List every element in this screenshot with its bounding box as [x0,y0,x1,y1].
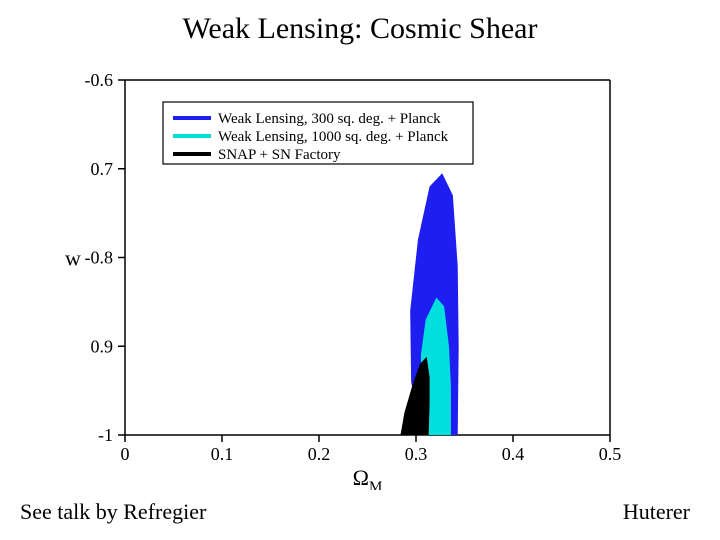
slide-root: Weak Lensing: Cosmic Shear 0 0.1 0.2 0.3 0.4… [0,0,720,540]
legend-label: Weak Lensing, 300 sq. deg. + Planck [218,111,441,127]
y-tick-label: 0.7 [91,159,114,179]
slide-title: Weak Lensing: Cosmic Shear [0,12,720,46]
y-tick-label: -0.8 [85,248,114,268]
x-tick-label: 0.3 [405,444,428,464]
y-tick-label: 0.9 [91,336,114,356]
x-tick-label: 0.2 [308,444,331,464]
x-tick-label: 0.5 [599,444,622,464]
legend-label: Weak Lensing, 1000 sq. deg. + Planck [218,129,449,145]
x-tick-label: 0.1 [211,444,234,464]
x-tick-label: 0.4 [502,444,525,464]
x-axis-label: ΩM [353,465,383,490]
x-tick-label: 0 [121,444,130,464]
y-axis-label: w [65,246,81,271]
footer-left-text: See talk by Refregier [20,499,206,525]
y-tick-label: -1 [98,425,113,445]
footer-right-text: Huterer [623,499,690,525]
y-tick-label: -0.6 [85,70,114,90]
legend-label: SNAP + SN Factory [218,147,341,163]
chart-area: 0 0.1 0.2 0.3 0.4 0.5 -0.6 0.7 -0.8 0.9 -1 ΩM w Weak … [55,70,630,490]
